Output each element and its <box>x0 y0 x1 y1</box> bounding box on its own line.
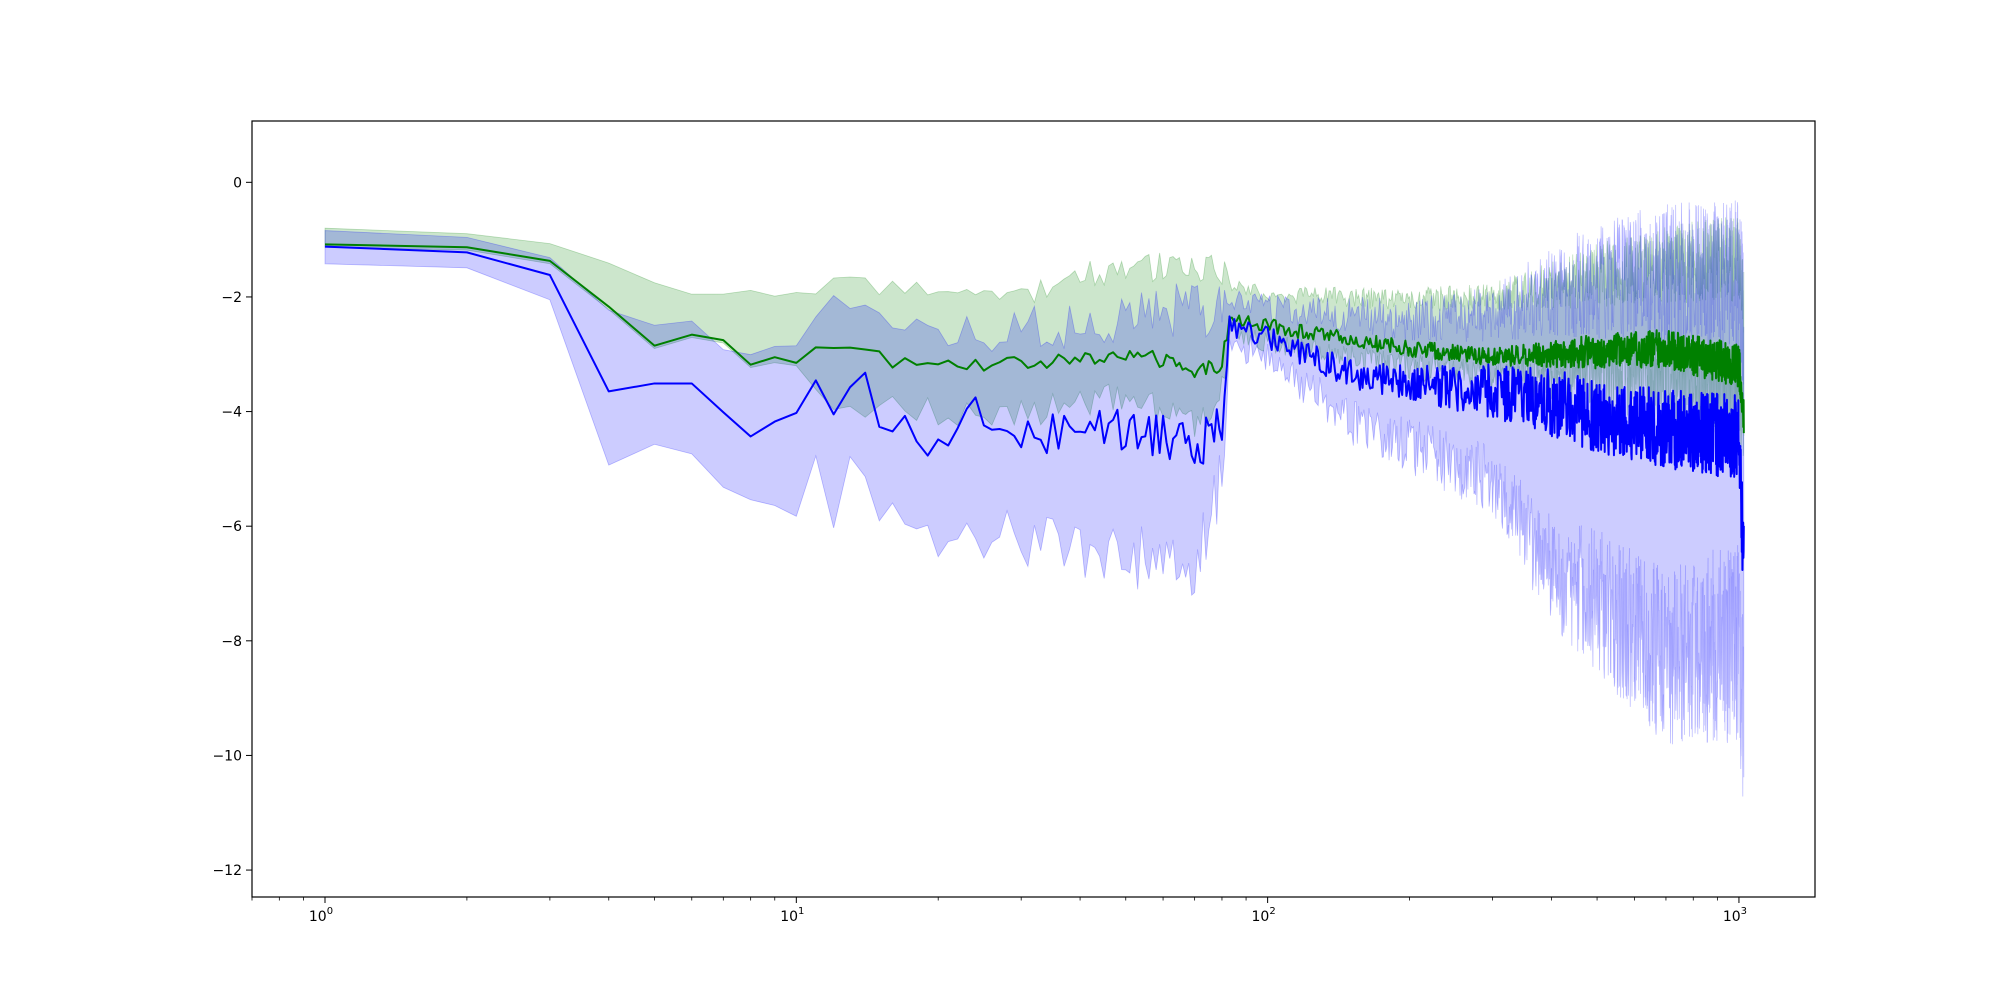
x-tick-label: 101 <box>780 906 804 925</box>
y-tick-label: −10 <box>212 748 242 764</box>
x-tick-label: 103 <box>1723 906 1747 925</box>
y-tick-label: −2 <box>221 290 242 306</box>
y-axis: 0 −2 −4 −6 −8 −10 −12 <box>212 175 252 879</box>
x-tick-base: 10 <box>1252 909 1270 925</box>
x-tick-base: 10 <box>309 909 327 925</box>
x-tick-exponent: 1 <box>798 906 804 917</box>
x-tick-label: 100 <box>309 906 333 925</box>
series-lines <box>324 243 1745 571</box>
x-tick-base: 10 <box>1723 909 1741 925</box>
x-axis: 100 101 102 103 <box>251 897 1747 925</box>
x-tick-exponent: 0 <box>327 906 333 917</box>
y-tick-label: −4 <box>221 405 242 421</box>
x-tick-exponent: 3 <box>1741 906 1747 917</box>
plot-frame <box>251 120 1816 898</box>
y-tick-label: −12 <box>212 863 242 879</box>
x-tick-base: 10 <box>780 909 798 925</box>
confidence-bands <box>324 200 1745 797</box>
line-series-2 <box>324 245 1745 571</box>
y-tick-label: −6 <box>221 519 242 535</box>
x-tick-label: 102 <box>1252 906 1276 925</box>
y-tick-label: −8 <box>221 634 242 650</box>
band-series-2 <box>324 200 1745 797</box>
line-series-1 <box>324 243 1745 434</box>
y-tick-label: 0 <box>233 175 242 191</box>
x-tick-exponent: 2 <box>1269 906 1275 917</box>
